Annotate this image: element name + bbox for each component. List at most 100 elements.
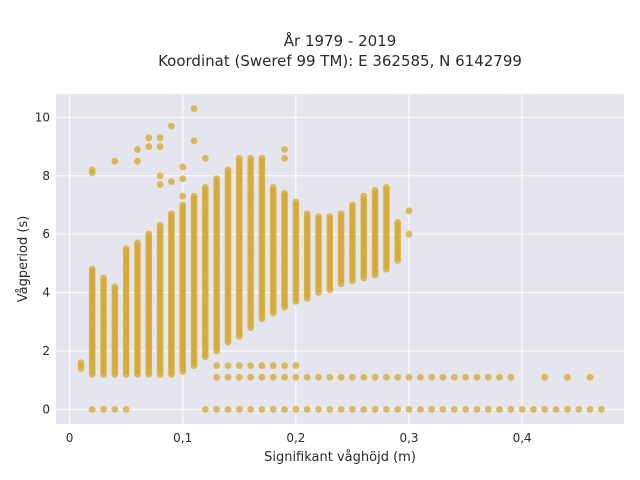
data-point bbox=[371, 373, 379, 381]
data-point bbox=[292, 405, 300, 413]
x-tick-label: 0,2 bbox=[286, 431, 305, 445]
data-point bbox=[530, 405, 537, 413]
data-point bbox=[145, 143, 153, 150]
data-point bbox=[156, 181, 164, 188]
data-point bbox=[122, 405, 130, 413]
y-tick-label: 6 bbox=[42, 227, 50, 241]
data-point bbox=[88, 405, 96, 413]
x-tick-label: 0 bbox=[66, 431, 74, 445]
data-point bbox=[179, 163, 187, 171]
data-point bbox=[315, 373, 322, 381]
data-point bbox=[326, 373, 334, 381]
data-point bbox=[224, 373, 232, 381]
data-point bbox=[303, 405, 311, 413]
data-point bbox=[315, 405, 322, 413]
data-point bbox=[326, 405, 334, 413]
chart-title-line1: År 1979 - 2019 bbox=[284, 31, 397, 50]
data-point bbox=[292, 362, 300, 369]
data-point bbox=[269, 373, 277, 381]
data-point bbox=[247, 405, 255, 413]
data-point bbox=[100, 405, 107, 413]
data-point bbox=[269, 405, 277, 413]
data-point bbox=[190, 105, 198, 113]
data-point bbox=[269, 362, 277, 369]
chart-title-line2: Koordinat (Sweref 99 TM): E 362585, N 61… bbox=[158, 52, 522, 70]
y-axis-label: Vågperiod (s) bbox=[16, 216, 31, 303]
data-point bbox=[405, 207, 413, 215]
data-point bbox=[247, 373, 255, 381]
data-point bbox=[360, 405, 368, 413]
data-point bbox=[258, 405, 266, 413]
data-point bbox=[337, 210, 345, 218]
y-tick-label: 4 bbox=[42, 286, 50, 300]
data-point bbox=[337, 405, 345, 413]
data-point bbox=[586, 373, 594, 381]
data-point bbox=[541, 373, 549, 381]
data-point bbox=[450, 373, 458, 381]
data-point bbox=[281, 362, 288, 369]
data-point bbox=[507, 373, 515, 381]
data-point bbox=[224, 166, 232, 174]
y-tick-label: 8 bbox=[42, 169, 50, 183]
data-point bbox=[156, 134, 164, 142]
data-point bbox=[382, 373, 390, 381]
data-point bbox=[564, 373, 571, 381]
data-point bbox=[360, 373, 368, 381]
data-point bbox=[337, 373, 345, 381]
data-point bbox=[496, 373, 503, 381]
data-point bbox=[111, 283, 119, 291]
data-point bbox=[134, 239, 141, 247]
data-point bbox=[360, 192, 368, 200]
data-point bbox=[201, 405, 209, 413]
x-tick-label: 0,1 bbox=[173, 431, 192, 445]
data-point bbox=[484, 405, 492, 413]
data-point bbox=[258, 362, 266, 369]
data-point bbox=[258, 154, 266, 162]
data-point bbox=[247, 154, 255, 162]
data-point bbox=[247, 362, 255, 369]
data-point bbox=[190, 192, 198, 200]
data-point bbox=[281, 154, 288, 162]
data-point bbox=[235, 373, 243, 381]
data-point bbox=[405, 405, 413, 413]
data-point bbox=[88, 265, 96, 273]
data-point bbox=[269, 184, 277, 191]
data-point bbox=[111, 405, 119, 413]
data-point bbox=[462, 373, 469, 381]
data-point bbox=[450, 405, 458, 413]
data-point bbox=[235, 405, 243, 413]
data-point bbox=[77, 359, 85, 367]
data-point bbox=[235, 154, 243, 162]
data-point bbox=[349, 201, 356, 209]
data-point bbox=[484, 373, 492, 381]
y-tick-label: 10 bbox=[35, 110, 50, 124]
data-point bbox=[303, 210, 311, 218]
data-point bbox=[371, 186, 379, 194]
data-point bbox=[394, 405, 402, 413]
data-point bbox=[258, 373, 266, 381]
data-point bbox=[428, 405, 436, 413]
data-point bbox=[201, 154, 209, 162]
data-point bbox=[179, 201, 187, 209]
data-point bbox=[281, 373, 288, 381]
data-point bbox=[156, 143, 164, 150]
data-point bbox=[145, 230, 153, 238]
data-point bbox=[281, 189, 288, 197]
data-point bbox=[575, 405, 583, 413]
data-point bbox=[586, 405, 594, 413]
tick-labels: 0 0,1 0,2 0,3 0,4 0 2 4 6 8 10 bbox=[35, 110, 532, 445]
data-point bbox=[371, 405, 379, 413]
data-point bbox=[552, 405, 560, 413]
data-point bbox=[213, 405, 221, 413]
data-point bbox=[156, 172, 164, 180]
data-point bbox=[281, 146, 288, 153]
data-point bbox=[303, 373, 311, 381]
data-point bbox=[134, 157, 141, 165]
data-point bbox=[201, 184, 209, 191]
data-point bbox=[416, 405, 424, 413]
data-point bbox=[462, 405, 469, 413]
data-point bbox=[382, 405, 390, 413]
data-point bbox=[439, 405, 447, 413]
